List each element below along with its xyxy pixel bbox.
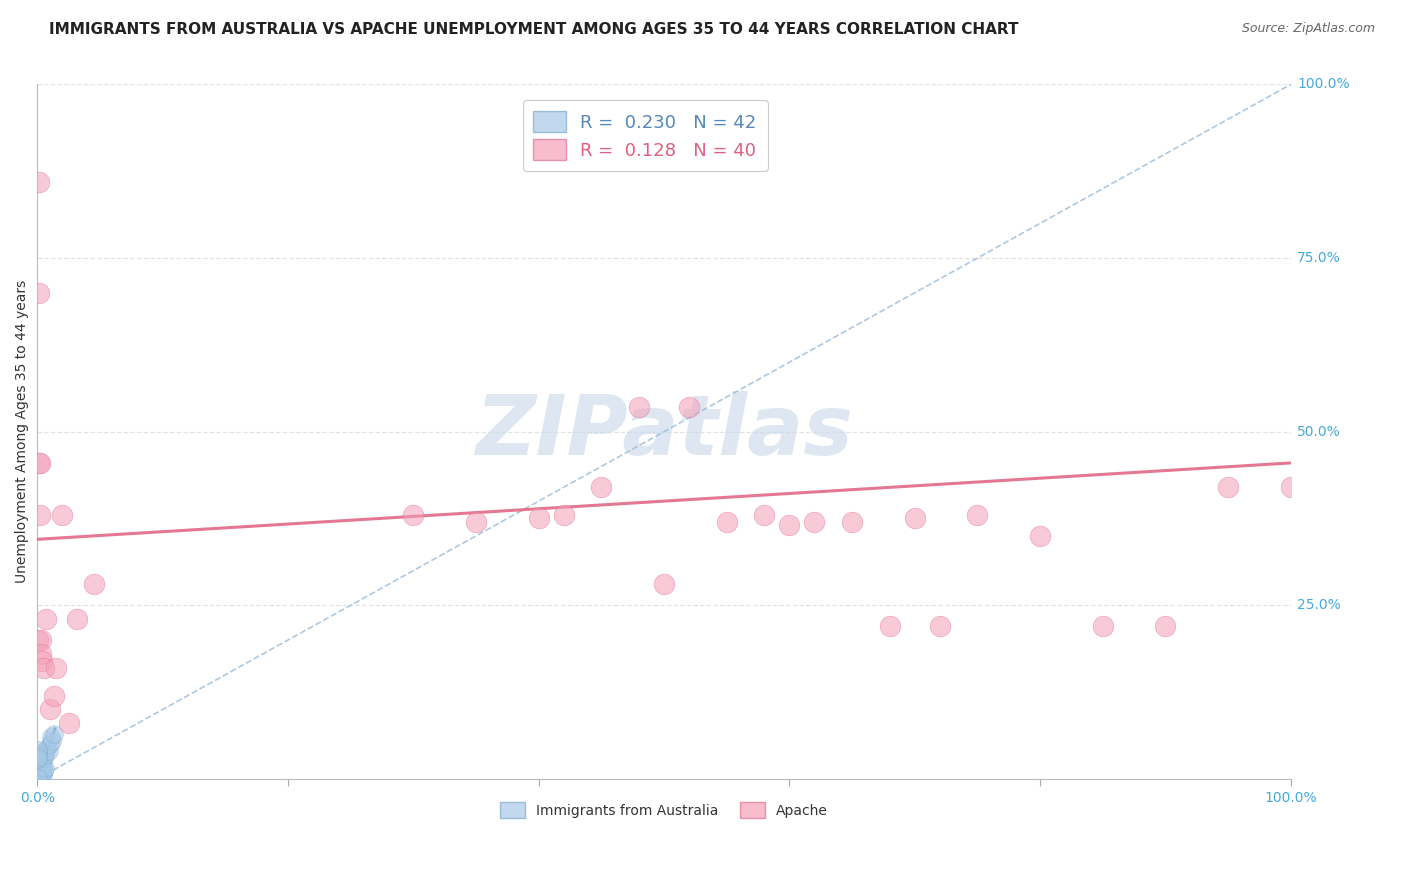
Point: [28, 759, 51, 773]
Point: [27, 175, 49, 189]
Point: [38, 744, 60, 758]
Point: [32, 764, 55, 778]
Legend: Immigrants from Australia, Apache: Immigrants from Australia, Apache: [495, 797, 834, 824]
Point: [32, 661, 55, 675]
Point: [465, 515, 488, 529]
Point: [652, 577, 675, 591]
Point: [28, 456, 51, 470]
Point: [34, 762, 56, 776]
Point: [41, 733, 63, 747]
Point: [904, 511, 927, 525]
Point: [402, 508, 425, 522]
Point: [66, 612, 89, 626]
Point: [31, 768, 53, 782]
Point: [966, 508, 988, 522]
Point: [28, 456, 51, 470]
Point: [27, 771, 49, 785]
Point: [27, 749, 49, 764]
Point: [39, 731, 62, 745]
Point: [28, 768, 51, 782]
Point: [1154, 619, 1177, 633]
Point: [51, 508, 73, 522]
Text: 100.0%: 100.0%: [1296, 78, 1350, 92]
Point: [28, 766, 51, 780]
Point: [1029, 529, 1052, 543]
Point: [591, 480, 613, 494]
Point: [30, 767, 52, 781]
Point: [30, 647, 52, 661]
Point: [28, 508, 51, 522]
Point: [27, 633, 49, 648]
Point: [27, 766, 49, 780]
Point: [754, 508, 776, 522]
Point: [28, 763, 51, 777]
Point: [27, 764, 49, 778]
Point: [30, 764, 52, 778]
Point: [37, 740, 59, 755]
Point: [27, 743, 49, 757]
Point: [31, 766, 53, 780]
Point: [30, 758, 52, 772]
Point: [31, 755, 53, 769]
Point: [30, 633, 52, 648]
Point: [1279, 480, 1302, 494]
Point: [928, 619, 950, 633]
Point: [42, 727, 65, 741]
Point: [879, 619, 901, 633]
Y-axis label: Unemployment Among Ages 35 to 44 years: Unemployment Among Ages 35 to 44 years: [15, 280, 30, 583]
Point: [27, 768, 49, 782]
Point: [27, 770, 49, 784]
Point: [35, 744, 58, 758]
Point: [627, 401, 650, 415]
Point: [27, 752, 49, 766]
Point: [31, 654, 53, 668]
Text: ZIPatlas: ZIPatlas: [475, 392, 853, 472]
Point: [27, 285, 49, 300]
Point: [31, 764, 53, 779]
Point: [32, 762, 55, 776]
Point: [27, 768, 49, 782]
Point: [28, 767, 51, 781]
Point: [553, 508, 575, 522]
Point: [30, 762, 52, 776]
Point: [35, 612, 58, 626]
Text: Source: ZipAtlas.com: Source: ZipAtlas.com: [1241, 22, 1375, 36]
Point: [716, 515, 738, 529]
Text: 75.0%: 75.0%: [1296, 251, 1341, 265]
Point: [28, 765, 51, 780]
Text: 50.0%: 50.0%: [1296, 425, 1341, 439]
Point: [27, 762, 49, 776]
Point: [1091, 619, 1114, 633]
Point: [28, 769, 51, 783]
Point: [841, 515, 863, 529]
Point: [1216, 480, 1239, 494]
Point: [27, 746, 49, 760]
Point: [42, 689, 65, 703]
Point: [678, 401, 700, 415]
Point: [38, 737, 60, 751]
Point: [34, 747, 56, 762]
Point: [778, 518, 800, 533]
Point: [32, 751, 55, 765]
Point: [30, 764, 52, 779]
Point: [27, 764, 49, 779]
Point: [30, 768, 52, 782]
Point: [803, 515, 825, 529]
Point: [38, 702, 60, 716]
Point: [527, 511, 550, 525]
Point: [45, 661, 67, 675]
Point: [58, 716, 80, 731]
Text: 25.0%: 25.0%: [1296, 599, 1341, 612]
Point: [83, 577, 105, 591]
Point: [28, 770, 51, 784]
Text: IMMIGRANTS FROM AUSTRALIA VS APACHE UNEMPLOYMENT AMONG AGES 35 TO 44 YEARS CORRE: IMMIGRANTS FROM AUSTRALIA VS APACHE UNEM…: [49, 22, 1019, 37]
